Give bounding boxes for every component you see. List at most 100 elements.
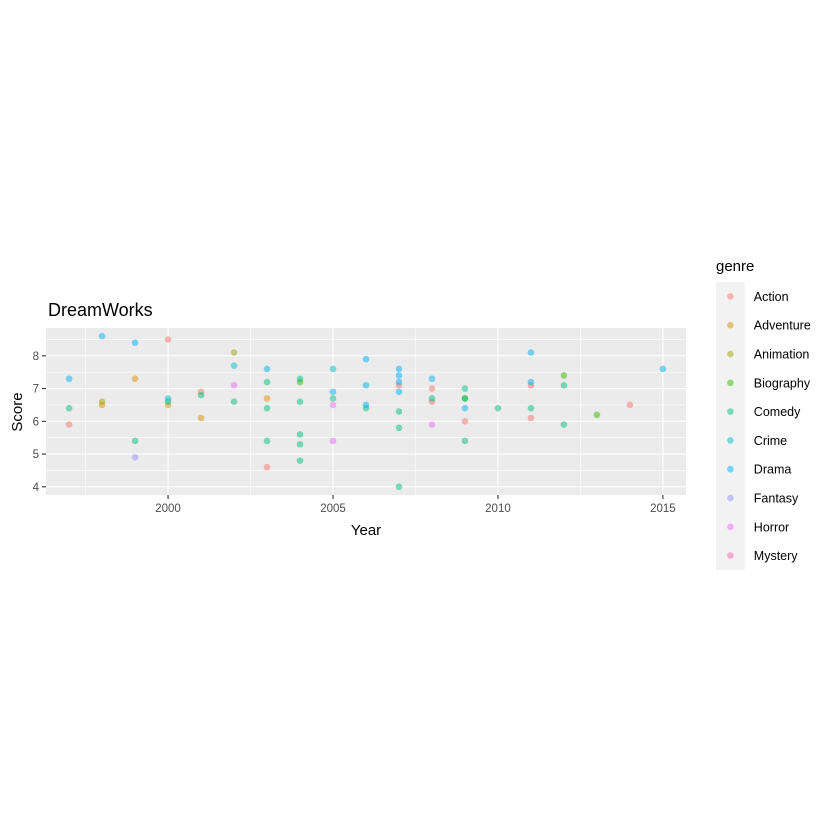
legend-label-animation: Animation <box>754 348 810 362</box>
data-point-comedy <box>263 404 271 412</box>
data-point-comedy <box>461 395 469 402</box>
data-point-drama <box>98 332 106 340</box>
data-point-drama <box>362 382 370 389</box>
data-point-action <box>164 336 172 343</box>
legend-swatch-animation <box>727 350 734 358</box>
legend-label-biography: Biography <box>754 376 811 390</box>
data-point-comedy <box>428 395 436 402</box>
data-point-drama <box>362 401 370 409</box>
x-axis-title: Year <box>351 522 381 539</box>
data-point-adventure <box>263 395 271 402</box>
data-point-comedy <box>263 378 271 386</box>
data-point-comedy <box>65 404 73 412</box>
data-point-drama <box>395 388 403 396</box>
legend-label-horror: Horror <box>754 520 789 534</box>
data-point-crime <box>230 362 238 369</box>
data-point-comedy <box>395 408 403 415</box>
y-tick-label: 8 <box>33 351 39 363</box>
data-point-comedy <box>296 440 304 448</box>
y-tick-label: 5 <box>33 449 39 461</box>
data-point-action <box>626 401 634 409</box>
data-point-drama <box>329 388 337 396</box>
data-point-comedy <box>296 398 304 405</box>
data-point-adventure <box>197 414 205 422</box>
data-point-horror <box>329 437 337 445</box>
data-point-comedy <box>461 385 469 392</box>
legend-swatch-horror <box>727 523 734 531</box>
data-point-drama <box>362 355 370 363</box>
data-point-comedy <box>395 483 403 491</box>
data-point-drama <box>395 378 403 386</box>
legend-swatch-comedy <box>727 408 734 415</box>
data-point-animation <box>98 398 106 405</box>
data-point-action <box>428 385 436 392</box>
legend-swatch-crime <box>727 437 734 444</box>
data-point-adventure <box>131 375 139 383</box>
data-point-comedy <box>560 382 568 389</box>
legend-swatch-action <box>727 293 734 300</box>
x-tick-label: 2005 <box>320 503 346 515</box>
data-point-comedy <box>461 437 469 445</box>
legend-swatch-biography <box>727 379 734 387</box>
data-points <box>65 332 667 491</box>
data-point-comedy <box>329 395 337 402</box>
legend-swatch-adventure <box>727 321 734 329</box>
legend-label-drama: Drama <box>754 463 792 477</box>
y-tick-label: 4 <box>33 482 40 494</box>
y-tick-label: 6 <box>33 416 39 428</box>
data-point-horror <box>428 421 436 428</box>
data-point-comedy <box>395 424 403 432</box>
legend: Action Adventure Animation Biography Comedy C… <box>716 282 811 570</box>
legend-label-mystery: Mystery <box>754 549 799 563</box>
data-point-drama <box>395 365 403 373</box>
legend-swatch-drama <box>727 465 734 473</box>
data-point-action <box>461 418 469 425</box>
x-tick-label: 2000 <box>155 503 181 515</box>
data-point-comedy <box>296 457 304 464</box>
y-tick-label: 7 <box>33 384 39 396</box>
data-point-comedy <box>296 431 304 438</box>
legend-label-comedy: Comedy <box>754 405 801 419</box>
data-point-horror <box>329 401 337 409</box>
data-point-drama <box>395 372 403 379</box>
data-point-action <box>263 463 271 471</box>
data-point-comedy <box>230 398 238 405</box>
data-point-comedy <box>296 375 304 383</box>
data-point-comedy <box>197 391 205 399</box>
legend-label-crime: Crime <box>754 434 787 448</box>
data-point-comedy <box>263 437 271 445</box>
data-point-drama <box>263 365 271 373</box>
data-point-drama <box>659 365 667 373</box>
legend-swatch-fantasy <box>727 494 734 502</box>
data-point-drama <box>65 375 73 383</box>
data-point-drama <box>461 404 469 412</box>
data-point-drama <box>527 349 535 356</box>
data-point-drama <box>131 339 139 347</box>
y-axis-title: Score <box>9 392 26 431</box>
data-point-action <box>527 414 535 422</box>
legend-title: genre <box>716 258 754 275</box>
data-point-action <box>65 421 73 428</box>
legend-label-fantasy: Fantasy <box>754 492 799 506</box>
legend-label-action: Action <box>754 290 789 304</box>
data-point-crime <box>329 365 337 373</box>
x-tick-label: 2015 <box>650 503 676 515</box>
data-point-fantasy <box>131 454 139 461</box>
legend-swatch-mystery <box>727 552 734 559</box>
plot-title: DreamWorks <box>48 300 153 320</box>
data-point-drama <box>428 375 436 383</box>
data-point-biography <box>593 411 601 419</box>
data-point-comedy <box>560 421 568 428</box>
data-point-drama <box>527 378 535 386</box>
data-point-biography <box>560 372 568 379</box>
data-point-comedy <box>131 437 139 445</box>
axis-ticks: 2000 2005 2010 2015 4 5 6 7 8 <box>33 351 676 515</box>
data-point-comedy <box>527 404 535 412</box>
legend-label-adventure: Adventure <box>754 319 811 333</box>
data-point-horror <box>230 382 238 389</box>
data-point-animation <box>230 349 238 356</box>
data-point-comedy <box>494 404 502 412</box>
data-point-crime <box>164 395 172 402</box>
x-tick-label: 2010 <box>485 503 511 515</box>
